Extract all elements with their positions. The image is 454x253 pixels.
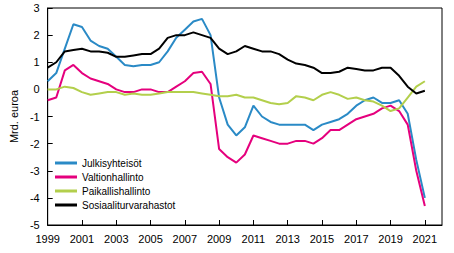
svg-text:2011: 2011 — [242, 233, 266, 245]
svg-text:-4: -4 — [30, 192, 40, 204]
svg-text:1999: 1999 — [35, 233, 59, 245]
svg-text:-1: -1 — [30, 111, 40, 123]
svg-text:Paikallishallinto: Paikallishallinto — [82, 186, 151, 197]
svg-text:-3: -3 — [30, 165, 40, 177]
svg-text:2017: 2017 — [344, 233, 368, 245]
svg-text:Julkisyhteisöt: Julkisyhteisöt — [82, 158, 142, 169]
svg-text:2015: 2015 — [310, 233, 334, 245]
svg-text:1: 1 — [34, 56, 40, 68]
svg-text:-5: -5 — [30, 219, 40, 231]
svg-text:2001: 2001 — [70, 233, 94, 245]
svg-text:2013: 2013 — [275, 233, 299, 245]
svg-text:Valtionhallinto: Valtionhallinto — [82, 172, 144, 183]
svg-text:2005: 2005 — [138, 233, 162, 245]
svg-text:2: 2 — [34, 29, 40, 41]
svg-text:0: 0 — [34, 83, 40, 95]
svg-text:-2: -2 — [30, 138, 40, 150]
svg-text:Sosiaaliturvarahastot: Sosiaaliturvarahastot — [82, 200, 176, 211]
svg-text:2019: 2019 — [378, 233, 402, 245]
svg-text:2003: 2003 — [104, 233, 128, 245]
svg-text:Mrd. euroa: Mrd. euroa — [8, 89, 20, 143]
svg-text:2021: 2021 — [413, 233, 437, 245]
svg-text:2007: 2007 — [173, 233, 197, 245]
svg-text:2009: 2009 — [207, 233, 231, 245]
svg-text:3: 3 — [34, 2, 40, 14]
